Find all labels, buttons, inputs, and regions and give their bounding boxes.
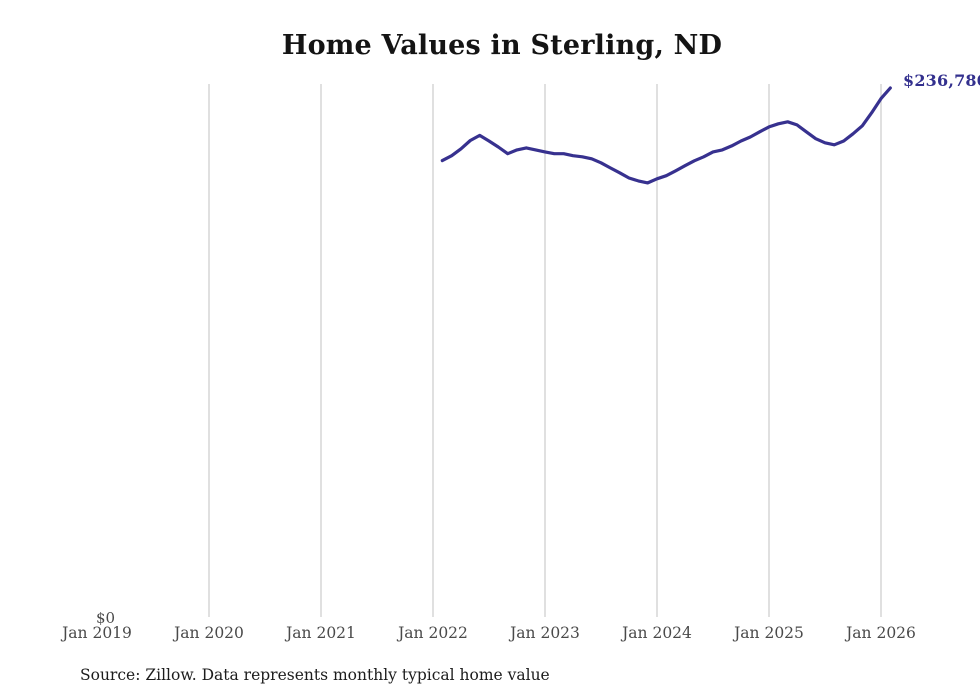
latest-value-label: $236,780 [903,71,980,90]
x-axis-tick-label: Jan 2023 [510,624,580,642]
y-axis-zero-label: $0 [96,609,116,627]
year-gridlines [208,84,882,617]
x-axis-tick-label: Jan 2024 [622,624,692,642]
chart-title: Home Values in Sterling, ND [281,30,723,61]
source-note: Source: Zillow. Data represents monthly … [80,666,550,684]
x-axis-tick-label: Jan 2025 [734,624,804,642]
x-axis-tick-label: Jan 2021 [286,624,356,642]
x-axis-tick-label: Jan 2022 [398,624,468,642]
x-axis-tick-label: Jan 2019 [62,624,132,642]
x-axis-tick-label: Jan 2020 [174,624,244,642]
home-value-series-line [440,86,892,185]
x-axis-tick-label: Jan 2026 [846,624,916,642]
